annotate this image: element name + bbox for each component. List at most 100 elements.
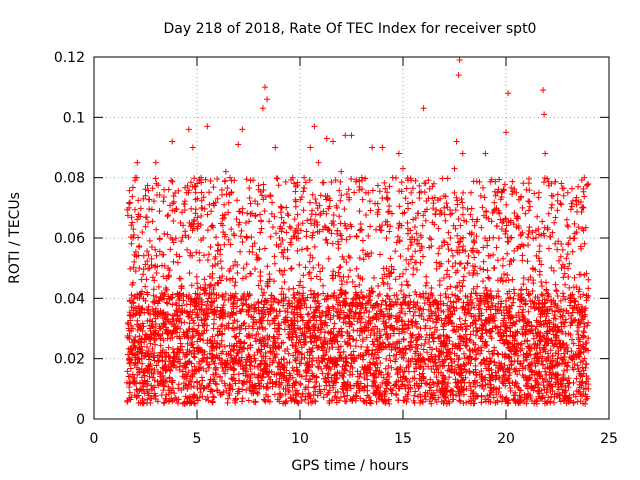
data-point [403,266,410,273]
data-point [228,226,235,233]
data-point [423,206,430,213]
data-point [129,184,136,191]
data-point [206,201,213,208]
data-point [249,249,256,256]
data-point [146,317,153,324]
data-point [257,349,264,356]
data-point [444,267,451,274]
data-point [145,187,152,194]
data-point [485,274,492,281]
data-point [491,188,498,195]
data-point [159,330,166,337]
data-point [164,300,171,307]
data-point [459,211,466,218]
data-point [445,314,452,321]
data-point [238,354,245,361]
data-point [201,327,208,334]
data-point [525,227,532,234]
data-point [179,234,186,241]
data-point [574,328,581,335]
data-point [335,241,342,248]
data-point [553,287,560,294]
data-point [185,369,192,376]
data-point [170,218,177,225]
data-point [130,226,137,233]
data-point [386,203,393,210]
data-point [252,265,259,272]
data-point [466,379,473,386]
data-point [257,269,264,276]
data-point [156,357,163,364]
data-point [459,387,466,394]
data-point [196,291,203,298]
data-point [274,175,281,182]
data-point [385,362,392,369]
data-point [142,214,149,221]
data-point [146,237,153,244]
data-point [354,368,361,375]
data-point [582,340,589,347]
data-point [565,384,572,391]
data-point [263,362,270,369]
data-point [313,273,320,280]
data-point [243,387,250,394]
data-point [526,203,533,210]
data-point [364,392,371,399]
data-point [153,226,160,233]
data-point [356,255,363,262]
data-point [398,281,405,288]
data-point [493,223,500,230]
data-point [435,250,442,257]
data-point [574,208,581,215]
data-point [420,253,427,260]
data-point [508,184,515,191]
data-point [409,185,416,192]
data-point [290,367,297,374]
data-point [238,227,245,234]
data-point [140,266,147,273]
data-point [343,279,350,286]
data-point [323,348,330,355]
data-point [329,275,336,282]
data-point [301,354,308,361]
data-point [298,246,305,253]
data-point [284,246,291,253]
data-point [416,182,423,189]
data-point [375,283,382,290]
data-point [399,270,406,277]
data-point [237,233,244,240]
data-point [205,251,212,258]
data-point [332,177,339,184]
data-point [271,213,278,220]
data-point [445,246,452,253]
data-point [517,303,524,310]
data-point [375,354,382,361]
data-point [397,253,404,260]
data-point [497,304,504,311]
data-point [197,221,204,228]
data-point [146,206,153,213]
data-point [227,276,234,283]
data-point [214,260,221,267]
data-point [218,323,225,330]
data-point [353,337,360,344]
data-point [403,278,410,285]
data-point [161,262,168,269]
data-point [473,233,480,240]
data-point [441,239,448,246]
data-point [406,292,413,299]
data-point [469,216,476,223]
data-point [236,219,243,226]
data-point [541,334,548,341]
data-point [287,239,294,246]
data-point [526,291,533,298]
data-point [242,325,249,332]
data-point [584,322,591,329]
data-point [552,281,559,288]
data-point [435,394,442,401]
data-point [477,265,484,272]
data-point [449,263,456,270]
data-point [558,180,565,187]
data-point [401,298,408,305]
data-point [530,335,537,342]
